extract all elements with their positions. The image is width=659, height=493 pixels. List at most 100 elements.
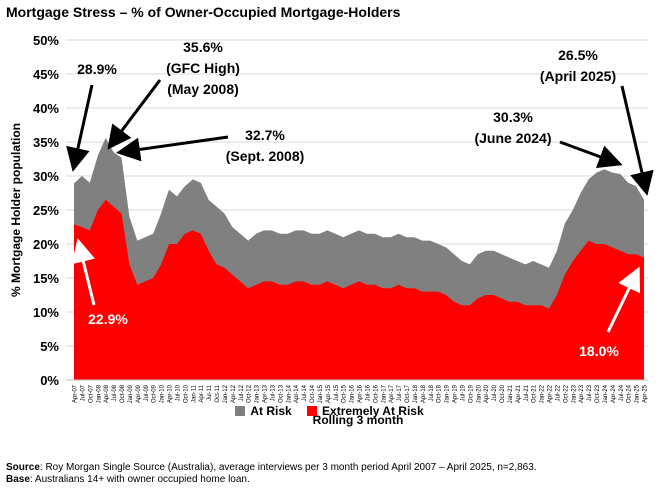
x-tick-label: Jan-24 <box>603 384 609 403</box>
x-tick-label: Jul-22 <box>555 384 561 401</box>
source-text: : Roy Morgan Single Source (Australia), … <box>39 462 537 473</box>
footer-source: Source: Roy Morgan Single Source (Austra… <box>6 462 537 474</box>
x-tick-label: Jul-10 <box>175 384 181 401</box>
legend-item-at-risk: At Risk <box>235 404 292 418</box>
x-tick-label: Apr-10 <box>168 384 174 403</box>
x-tick-label: Apr-12 <box>231 384 237 403</box>
x-tick-label: Oct-07 <box>88 384 94 403</box>
y-tick-label: 30% <box>33 169 59 184</box>
x-tick-label: Jan-20 <box>476 384 482 403</box>
arrow-april-2025 <box>620 85 654 196</box>
base-label: Base <box>6 474 30 485</box>
x-tick-label: Jul-17 <box>397 384 403 401</box>
x-tick-label: Jul-20 <box>492 384 498 401</box>
x-tick-label: Apr-14 <box>294 384 300 403</box>
x-tick-label: Jan-13 <box>255 384 261 403</box>
x-tick-label: Apr-11 <box>199 384 205 402</box>
source-label: Source <box>6 462 40 473</box>
x-tick-label: Apr-15 <box>326 384 332 403</box>
x-tick-label: Oct-20 <box>500 384 506 403</box>
arrow-2007-extreme <box>71 238 96 306</box>
x-tick-label: Apr-07 <box>73 384 79 403</box>
legend-swatch-at-risk <box>235 406 246 416</box>
arrow-june-2024 <box>559 140 623 169</box>
x-tick-label: Apr-25 <box>643 384 649 403</box>
legend-item-extreme: Extremely At Risk <box>307 404 424 418</box>
legend-label-extreme: Extremely At Risk <box>322 404 424 418</box>
x-tick-label: Oct-19 <box>468 384 474 403</box>
x-tick-label: Jul-19 <box>460 384 466 401</box>
y-tick-label: 40% <box>33 101 59 116</box>
x-tick-label: Jul-15 <box>334 384 340 401</box>
arrow-gfc-high <box>107 79 162 150</box>
x-tick-label: Oct-14 <box>310 384 316 403</box>
x-axis-title: Rolling 3 month <box>313 413 404 427</box>
area-extremely-at-risk <box>74 199 644 380</box>
x-tick-label: Apr-09 <box>136 384 142 403</box>
x-tick-label: Apr-20 <box>484 384 490 403</box>
x-tick-label: Apr-24 <box>611 384 617 403</box>
y-tick-label: 0% <box>40 373 59 388</box>
y-tick-label: 20% <box>33 237 59 252</box>
y-tick-label: 15% <box>33 271 59 286</box>
x-tick-label: Jan-18 <box>413 384 419 403</box>
y-tick-label: 5% <box>40 339 59 354</box>
x-tick-label: Apr-19 <box>453 384 459 403</box>
x-tick-label: Apr-22 <box>548 384 554 403</box>
x-tick-label: Jan-09 <box>128 384 134 403</box>
y-tick-label: 45% <box>33 67 59 82</box>
x-tick-label: Apr-16 <box>358 384 364 403</box>
x-tick-label: Jul-11 <box>207 384 213 401</box>
annotation-label: (April 2025) <box>540 68 616 84</box>
footer-base: Base: Australians 14+ with owner occupie… <box>6 474 250 486</box>
base-text: : Australians 14+ with owner occupied ho… <box>29 474 250 485</box>
x-tick-label: Jul-07 <box>80 384 86 401</box>
x-tick-label: Jul-08 <box>112 384 118 401</box>
x-tick-label: Jul-18 <box>429 384 435 401</box>
x-tick-label: Oct-18 <box>437 384 443 403</box>
annotation-label: 35.6% <box>183 39 223 55</box>
x-tick-label: Apr-08 <box>104 384 110 403</box>
y-tick-label: 25% <box>33 203 59 218</box>
legend-label-at-risk: At Risk <box>250 404 292 418</box>
annotation-label: 18.0% <box>579 343 619 359</box>
x-tick-label: Oct-16 <box>373 384 379 403</box>
x-tick-label: Oct-15 <box>342 384 348 403</box>
x-tick-label: Jan-23 <box>571 384 577 403</box>
annotation-label: (Sept. 2008) <box>226 148 305 164</box>
x-tick-label: Jan-11 <box>191 384 197 403</box>
x-tick-label: Apr-17 <box>389 384 395 403</box>
x-tick-label: Jan-08 <box>96 384 102 403</box>
x-tick-label: Jan-12 <box>223 384 229 403</box>
x-tick-label: Jan-10 <box>160 384 166 403</box>
arrow-2007-peak <box>66 84 94 172</box>
x-tick-label: Oct-24 <box>627 384 633 403</box>
arrow-sept-2008 <box>116 135 229 162</box>
chart-legend: At Risk Extremely At Risk <box>0 404 659 419</box>
x-tick-label: Apr-13 <box>263 384 269 403</box>
x-tick-label: Oct-22 <box>563 384 569 403</box>
x-tick-label: Jan-15 <box>318 384 324 403</box>
annotation-label: 28.9% <box>77 61 117 77</box>
x-tick-label: Jan-16 <box>350 384 356 403</box>
chart-title: Mortgage Stress – % of Owner-Occupied Mo… <box>6 4 401 20</box>
x-tick-label: Jul-09 <box>144 384 150 401</box>
x-tick-label: Jan-22 <box>540 384 546 403</box>
x-tick-label: Jan-14 <box>286 384 292 403</box>
x-tick-label: Jul-12 <box>239 384 245 401</box>
x-tick-label: Oct-23 <box>595 384 601 403</box>
x-tick-label: Oct-13 <box>278 384 284 403</box>
annotation-label: (June 2024) <box>474 130 551 146</box>
x-tick-label: Jan-25 <box>635 384 641 403</box>
x-tick-label: Apr-18 <box>421 384 427 403</box>
x-tick-label: Oct-17 <box>405 384 411 403</box>
annotation-label: (GFC High) <box>166 60 240 76</box>
x-tick-label: Jul-14 <box>302 384 308 401</box>
x-tick-label: Oct-08 <box>120 384 126 403</box>
annotation-label: 30.3% <box>493 109 533 125</box>
x-tick-label: Oct-12 <box>247 384 253 403</box>
x-tick-label: Oct-09 <box>152 384 158 403</box>
annotation-label: (May 2008) <box>167 81 239 97</box>
x-tick-label: Jul-23 <box>587 384 593 401</box>
